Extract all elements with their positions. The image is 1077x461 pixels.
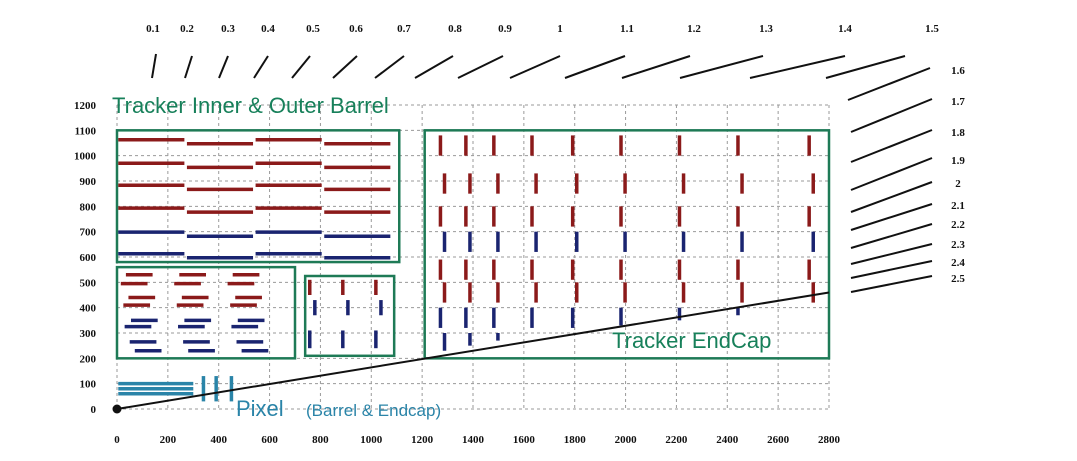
eta-line [825,55,906,79]
eta-label: 1.6 [951,65,965,77]
x-tick-label: 2600 [767,434,790,446]
x-tick-label: 2200 [665,434,688,446]
eta-line [850,181,933,213]
eta-line [679,55,764,79]
detector-modules [118,135,815,402]
eta-labels: 0.1 0.2 0.3 0.4 0.5 0.6 0.7 0.8 0.9 1 1.1 1.2 1.3 1.4… [146,23,965,285]
eta-label: 0.6 [349,23,363,35]
y-tick-labels: 0 100 200 300 400 500 600 700 800 900 1000 1100 1200 [74,100,97,416]
eta-line [850,157,933,191]
eta-label: 2.1 [951,200,965,212]
origin-marker [112,404,122,414]
eta-label: 2.2 [951,219,965,231]
eta-line [621,55,691,79]
y-tick-label: 100 [80,379,97,391]
x-tick-label: 1600 [513,434,536,446]
eta-line [850,98,933,133]
eta-line [218,55,229,79]
eta-line [847,67,931,101]
eta-label: 1.2 [687,23,701,35]
eta-label: 1 [557,23,563,35]
eta-label: 0.5 [306,23,320,35]
eta-label: 0.2 [180,23,194,35]
x-tick-label: 1200 [411,434,434,446]
eta-line [184,55,193,79]
eta-label: 2 [955,178,961,190]
eta-label: 1.4 [838,23,852,35]
eta-lines [112,53,933,414]
y-tick-label: 0 [91,404,97,416]
x-tick-label: 1000 [360,434,383,446]
barrel-outer-frame [115,129,401,264]
y-tick-label: 800 [80,201,97,213]
y-tick-label: 1000 [74,151,97,163]
eta-label: 0.3 [221,23,235,35]
eta-line [457,55,504,79]
inner-disks-frame [303,274,396,358]
eta-label: 2.4 [951,257,965,269]
y-tick-label: 200 [80,353,97,365]
x-tick-label: 1400 [462,434,485,446]
eta-line [374,55,405,79]
eta-line [509,55,561,79]
x-tick-label: 600 [261,434,278,446]
eta-line [564,55,626,79]
eta-line [850,260,933,279]
eta-label: 0.4 [261,23,275,35]
y-tick-label: 1100 [75,125,97,137]
eta-line [850,129,933,163]
y-tick-label: 500 [80,277,97,289]
y-tick-label: 900 [80,176,97,188]
eta-line [850,203,933,231]
x-tick-label: 200 [160,434,177,446]
eta-label: 1.9 [951,155,965,167]
y-tick-label: 700 [80,227,97,239]
x-tick-labels: 0 200 400 600 800 1000 1200 1400 1600 1800 2000 220… [114,434,840,446]
eta-line [749,55,846,79]
eta-label: 0.8 [448,23,462,35]
endcap-region-label: Tracker EndCap [612,328,771,353]
eta-label: 0.7 [397,23,411,35]
eta-line [850,243,933,265]
eta-label: 1.7 [951,96,965,108]
x-tick-label: 2400 [716,434,739,446]
eta-line [253,55,269,79]
eta-label: 1.8 [951,127,965,139]
eta-label: 1.5 [925,23,939,35]
eta-line [291,55,311,79]
pixel-region-sublabel: (Barrel & Endcap) [306,401,441,420]
barrel-region-label: Tracker Inner & Outer Barrel [112,93,389,118]
eta-label: 2.3 [951,239,965,251]
y-tick-label: 400 [80,303,97,315]
x-tick-label: 1800 [564,434,587,446]
eta-label: 0.1 [146,23,160,35]
x-tick-label: 2000 [615,434,638,446]
region-frames [115,129,831,360]
eta-line [151,53,157,79]
x-tick-label: 800 [312,434,329,446]
eta-label: 1.1 [620,23,634,35]
pixel-region-label: Pixel [236,396,284,421]
acceptance-boundary-line [116,291,830,410]
x-tick-label: 400 [210,434,227,446]
eta-line [850,223,933,249]
barrel-inner-frame [115,265,297,360]
y-tick-label: 300 [80,328,97,340]
x-tick-label: 0 [114,434,120,446]
eta-label: 2.5 [951,273,965,285]
eta-label: 1.3 [759,23,773,35]
eta-line [414,55,454,79]
endcap-frame [423,129,831,360]
eta-line [850,275,933,293]
eta-line [332,55,358,79]
x-tick-label: 2800 [818,434,841,446]
eta-label: 0.9 [498,23,512,35]
y-tick-label: 600 [80,252,97,264]
y-tick-label: 1200 [74,100,97,112]
